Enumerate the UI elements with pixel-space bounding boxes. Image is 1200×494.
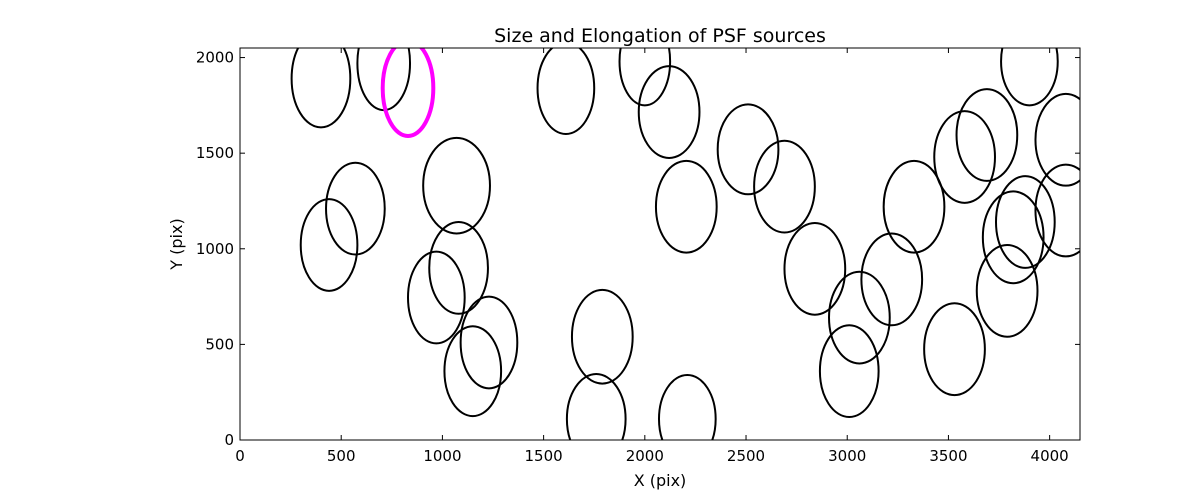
psf-ellipse (637, 65, 701, 159)
y-axis-label: Y (pix) (167, 218, 186, 270)
psf-ellipse (1034, 92, 1080, 187)
psf-ellipse (654, 159, 718, 254)
x-tick-label: 3000 (828, 447, 866, 465)
psf-ellipse (325, 161, 386, 256)
x-tick-label: 4000 (1031, 447, 1069, 465)
psf-ellipse (290, 48, 352, 129)
x-tick-label: 2500 (727, 447, 765, 465)
psf-ellipse (1034, 163, 1080, 258)
psf-ellipse (422, 136, 491, 235)
y-tick-label: 0 (224, 431, 234, 449)
psf-ellipse (955, 88, 1019, 182)
psf-ellipse (818, 324, 880, 419)
x-tick-label: 3500 (929, 447, 967, 465)
psf-ellipse (536, 48, 596, 136)
x-tick-label: 500 (327, 447, 356, 465)
ticks-layer: 0 500 1000 1500 2000 2500 3000 3500 4000 0 500 1000… (196, 48, 1080, 465)
y-tick-label: 2000 (196, 49, 234, 67)
x-axis-label: X (pix) (634, 471, 687, 490)
psf-ellipse (882, 159, 946, 254)
y-tick-label: 500 (205, 335, 234, 353)
psf-ellipse (565, 373, 627, 440)
psf-ellipse (933, 110, 996, 204)
psf-ellipse (459, 295, 519, 390)
psf-ellipse (570, 288, 634, 385)
x-tick-label: 1500 (525, 447, 563, 465)
psf-ellipse (428, 221, 489, 315)
psf-ellipse (994, 175, 1056, 269)
psf-ellipse (716, 103, 780, 196)
psf-ellipse (657, 373, 717, 440)
psf-ellipse (1000, 48, 1059, 107)
psf-ellipse (975, 243, 1039, 338)
psf-ellipse (828, 270, 891, 365)
y-tick-label: 1000 (196, 240, 234, 258)
x-tick-label: 0 (235, 447, 245, 465)
y-tick-label: 1500 (196, 144, 234, 162)
psf-ellipse (923, 302, 986, 397)
x-tick-label: 2000 (626, 447, 664, 465)
plot-frame (239, 47, 1081, 441)
psf-ellipse (860, 232, 924, 327)
psf-ellipse (981, 190, 1045, 285)
psf-ellipse (299, 198, 359, 292)
psf-ellipse (783, 221, 847, 316)
psf-ellipse (407, 250, 466, 345)
psf-ellipse (753, 139, 816, 234)
psf-ellipse-highlighted (380, 48, 436, 138)
chart-title: Size and Elongation of PSF sources (494, 25, 826, 47)
ellipse-layer (290, 48, 1080, 440)
x-tick-label: 1000 (423, 447, 461, 465)
psf-ellipse (618, 48, 672, 107)
psf-ellipse (443, 325, 503, 418)
